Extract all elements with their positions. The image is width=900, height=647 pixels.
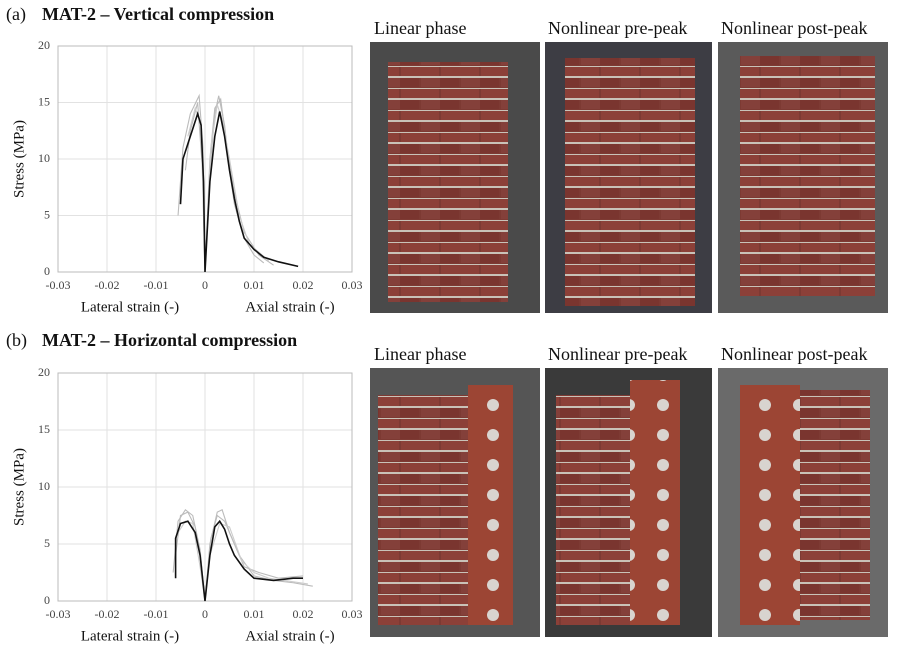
photo [556,395,636,625]
x-tick-label: -0.02 [95,607,120,621]
y-tick-label: 10 [38,479,50,493]
x-tick-label: -0.01 [144,278,169,292]
photo-grid [370,42,888,637]
y-tick-label: 10 [38,151,50,165]
photo [630,380,680,625]
photo-caption: Nonlinear pre-peak [548,344,687,364]
x-tick-label: -0.02 [95,278,120,292]
panel-label: (a) [6,4,26,25]
panel-title: MAT-2 – Horizontal compression [42,330,297,350]
y-tick-label: 0 [44,264,50,278]
x-tick-label: 0.02 [293,278,314,292]
photo [388,62,508,302]
x-axis-label: Lateral strain (-) [81,299,179,315]
stress-strain-curve [185,99,273,272]
y-axis-label: Stress (MPa) [11,448,27,526]
x-tick-label: 0.03 [342,607,363,621]
x-axis-label: Axial strain (-) [245,628,334,644]
x-tick-label: 0.01 [244,607,265,621]
y-tick-label: 20 [38,38,50,52]
stress-strain-curve [181,112,299,272]
stress-strain-curve [176,521,303,601]
photo-caption: Nonlinear post-peak [721,344,867,364]
photo-caption: Linear phase [374,344,466,364]
x-tick-label: 0 [202,607,208,621]
panel-label: (b) [6,330,27,351]
x-axis-label: Lateral strain (-) [81,628,179,644]
y-tick-label: 20 [38,365,50,379]
x-tick-label: -0.03 [46,607,71,621]
x-axis-label: Axial strain (-) [245,299,334,315]
figure: 0 5 10 15 20 -0.03 -0.02 -0.01 0 0.01 0.02 0.03 (a) M… [0,0,900,647]
y-tick-label: 15 [38,94,50,108]
photo-caption: Nonlinear pre-peak [548,18,687,38]
x-tick-label: 0.03 [342,278,363,292]
photo [468,385,513,625]
photo [378,395,468,625]
panel-title: MAT-2 – Vertical compression [42,4,274,24]
x-tick-label: 0.01 [244,278,265,292]
x-tick-label: 0 [202,278,208,292]
photo-caption: Linear phase [374,18,466,38]
y-tick-label: 15 [38,422,50,436]
photo [800,390,870,620]
y-axis-label: Stress (MPa) [11,120,27,198]
photo [565,58,695,306]
photo [740,56,875,296]
x-tick-label: 0.02 [293,607,314,621]
photo [740,385,800,625]
x-tick-label: -0.03 [46,278,71,292]
photo-caption: Nonlinear post-peak [721,18,867,38]
stress-strain-curve [176,512,303,601]
y-tick-label: 5 [44,207,50,221]
y-tick-label: 5 [44,536,50,550]
y-tick-label: 0 [44,593,50,607]
x-tick-label: -0.01 [144,607,169,621]
